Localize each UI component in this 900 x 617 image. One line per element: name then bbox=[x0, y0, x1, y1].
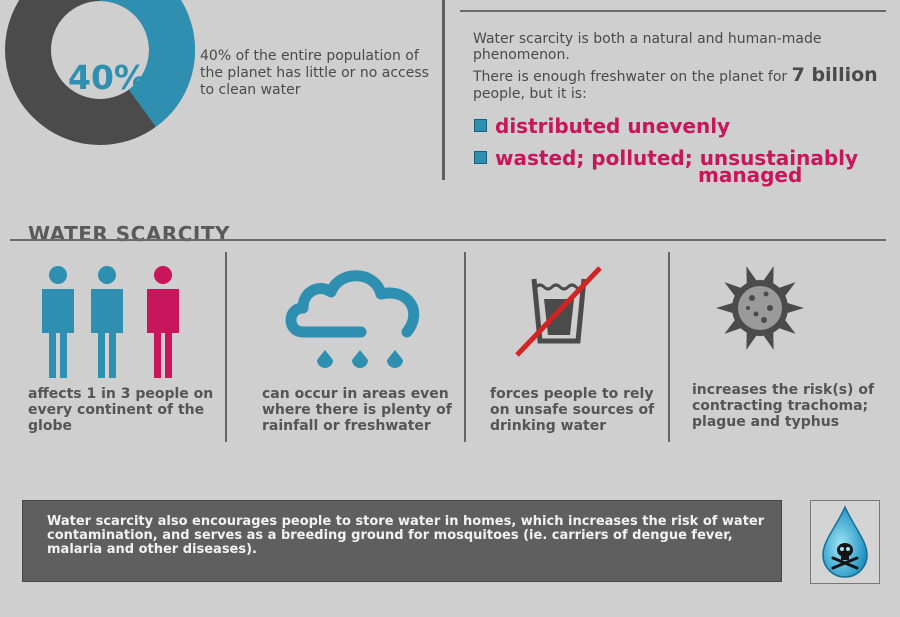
bottom-callout-text: Water scarcity also encourages people to… bbox=[47, 514, 765, 557]
bullet-wasted: wasted; polluted; unsustainably bbox=[474, 146, 858, 170]
bullet-square-icon bbox=[474, 119, 487, 132]
rain-cloud-icon bbox=[285, 270, 420, 368]
top-right-rule bbox=[460, 10, 886, 12]
germ-icon bbox=[716, 266, 804, 350]
section-title: WATER SCARCITY bbox=[28, 222, 230, 246]
column-divider bbox=[668, 252, 670, 442]
seven-billion-highlight: 7 billion bbox=[791, 64, 878, 86]
donut-blue-segment bbox=[99, 0, 195, 127]
top-divider bbox=[442, 0, 445, 180]
stat-description: 40% of the entire population of the plan… bbox=[200, 48, 429, 98]
people-icon bbox=[42, 266, 179, 378]
scarcity-intro: Water scarcity is both a natural and hum… bbox=[473, 31, 822, 63]
column-divider bbox=[464, 252, 466, 442]
fact-caption: affects 1 in 3 people on every continent… bbox=[28, 386, 214, 434]
germ-spike bbox=[716, 302, 735, 314]
column-divider bbox=[225, 252, 227, 442]
section-rule bbox=[10, 239, 886, 241]
fact-caption: forces people to rely on unsafe sources … bbox=[490, 386, 655, 434]
bullet-wasted-continued: managed bbox=[698, 163, 803, 187]
fact-caption: increases the risk(s) of contracting tra… bbox=[692, 382, 875, 430]
poison-drop-frame bbox=[810, 500, 880, 584]
percentage-donut-chart bbox=[5, 0, 195, 145]
scarcity-enough: There is enough freshwater on the planet… bbox=[473, 64, 878, 103]
fact-caption: can occur in areas even where there is p… bbox=[262, 386, 452, 434]
poison-drop-icon bbox=[822, 505, 868, 578]
percent-label: 40% bbox=[68, 58, 147, 97]
bottom-callout bbox=[22, 500, 782, 582]
germ-spike bbox=[785, 302, 804, 314]
bullet-square-icon bbox=[474, 151, 487, 164]
bullet-distributed: distributed unevenly bbox=[474, 114, 730, 138]
crossed-glass-icon bbox=[515, 266, 602, 357]
